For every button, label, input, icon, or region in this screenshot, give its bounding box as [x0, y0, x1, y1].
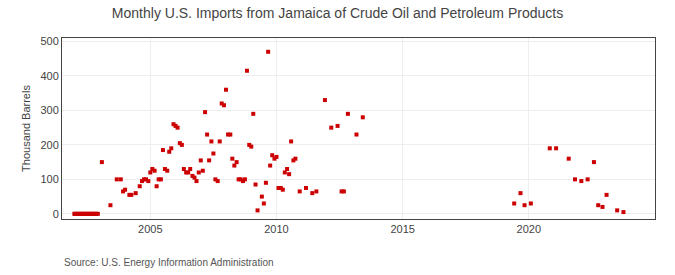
- svg-text:300: 300: [40, 104, 58, 116]
- svg-text:400: 400: [40, 70, 58, 82]
- svg-text:0: 0: [53, 208, 59, 220]
- svg-text:2015: 2015: [390, 223, 414, 235]
- svg-text:2005: 2005: [138, 223, 162, 235]
- svg-text:100: 100: [40, 173, 58, 185]
- svg-text:500: 500: [40, 35, 58, 47]
- svg-text:Thousand Barrels: Thousand Barrels: [20, 85, 32, 172]
- svg-text:200: 200: [40, 139, 58, 151]
- svg-text:2010: 2010: [264, 223, 288, 235]
- svg-text:Monthly U.S. Imports from Jama: Monthly U.S. Imports from Jamaica of Cru…: [112, 5, 563, 21]
- svg-text:2020: 2020: [517, 223, 541, 235]
- svg-text:Source: U.S. Energy Informatio: Source: U.S. Energy Information Administ…: [64, 257, 274, 268]
